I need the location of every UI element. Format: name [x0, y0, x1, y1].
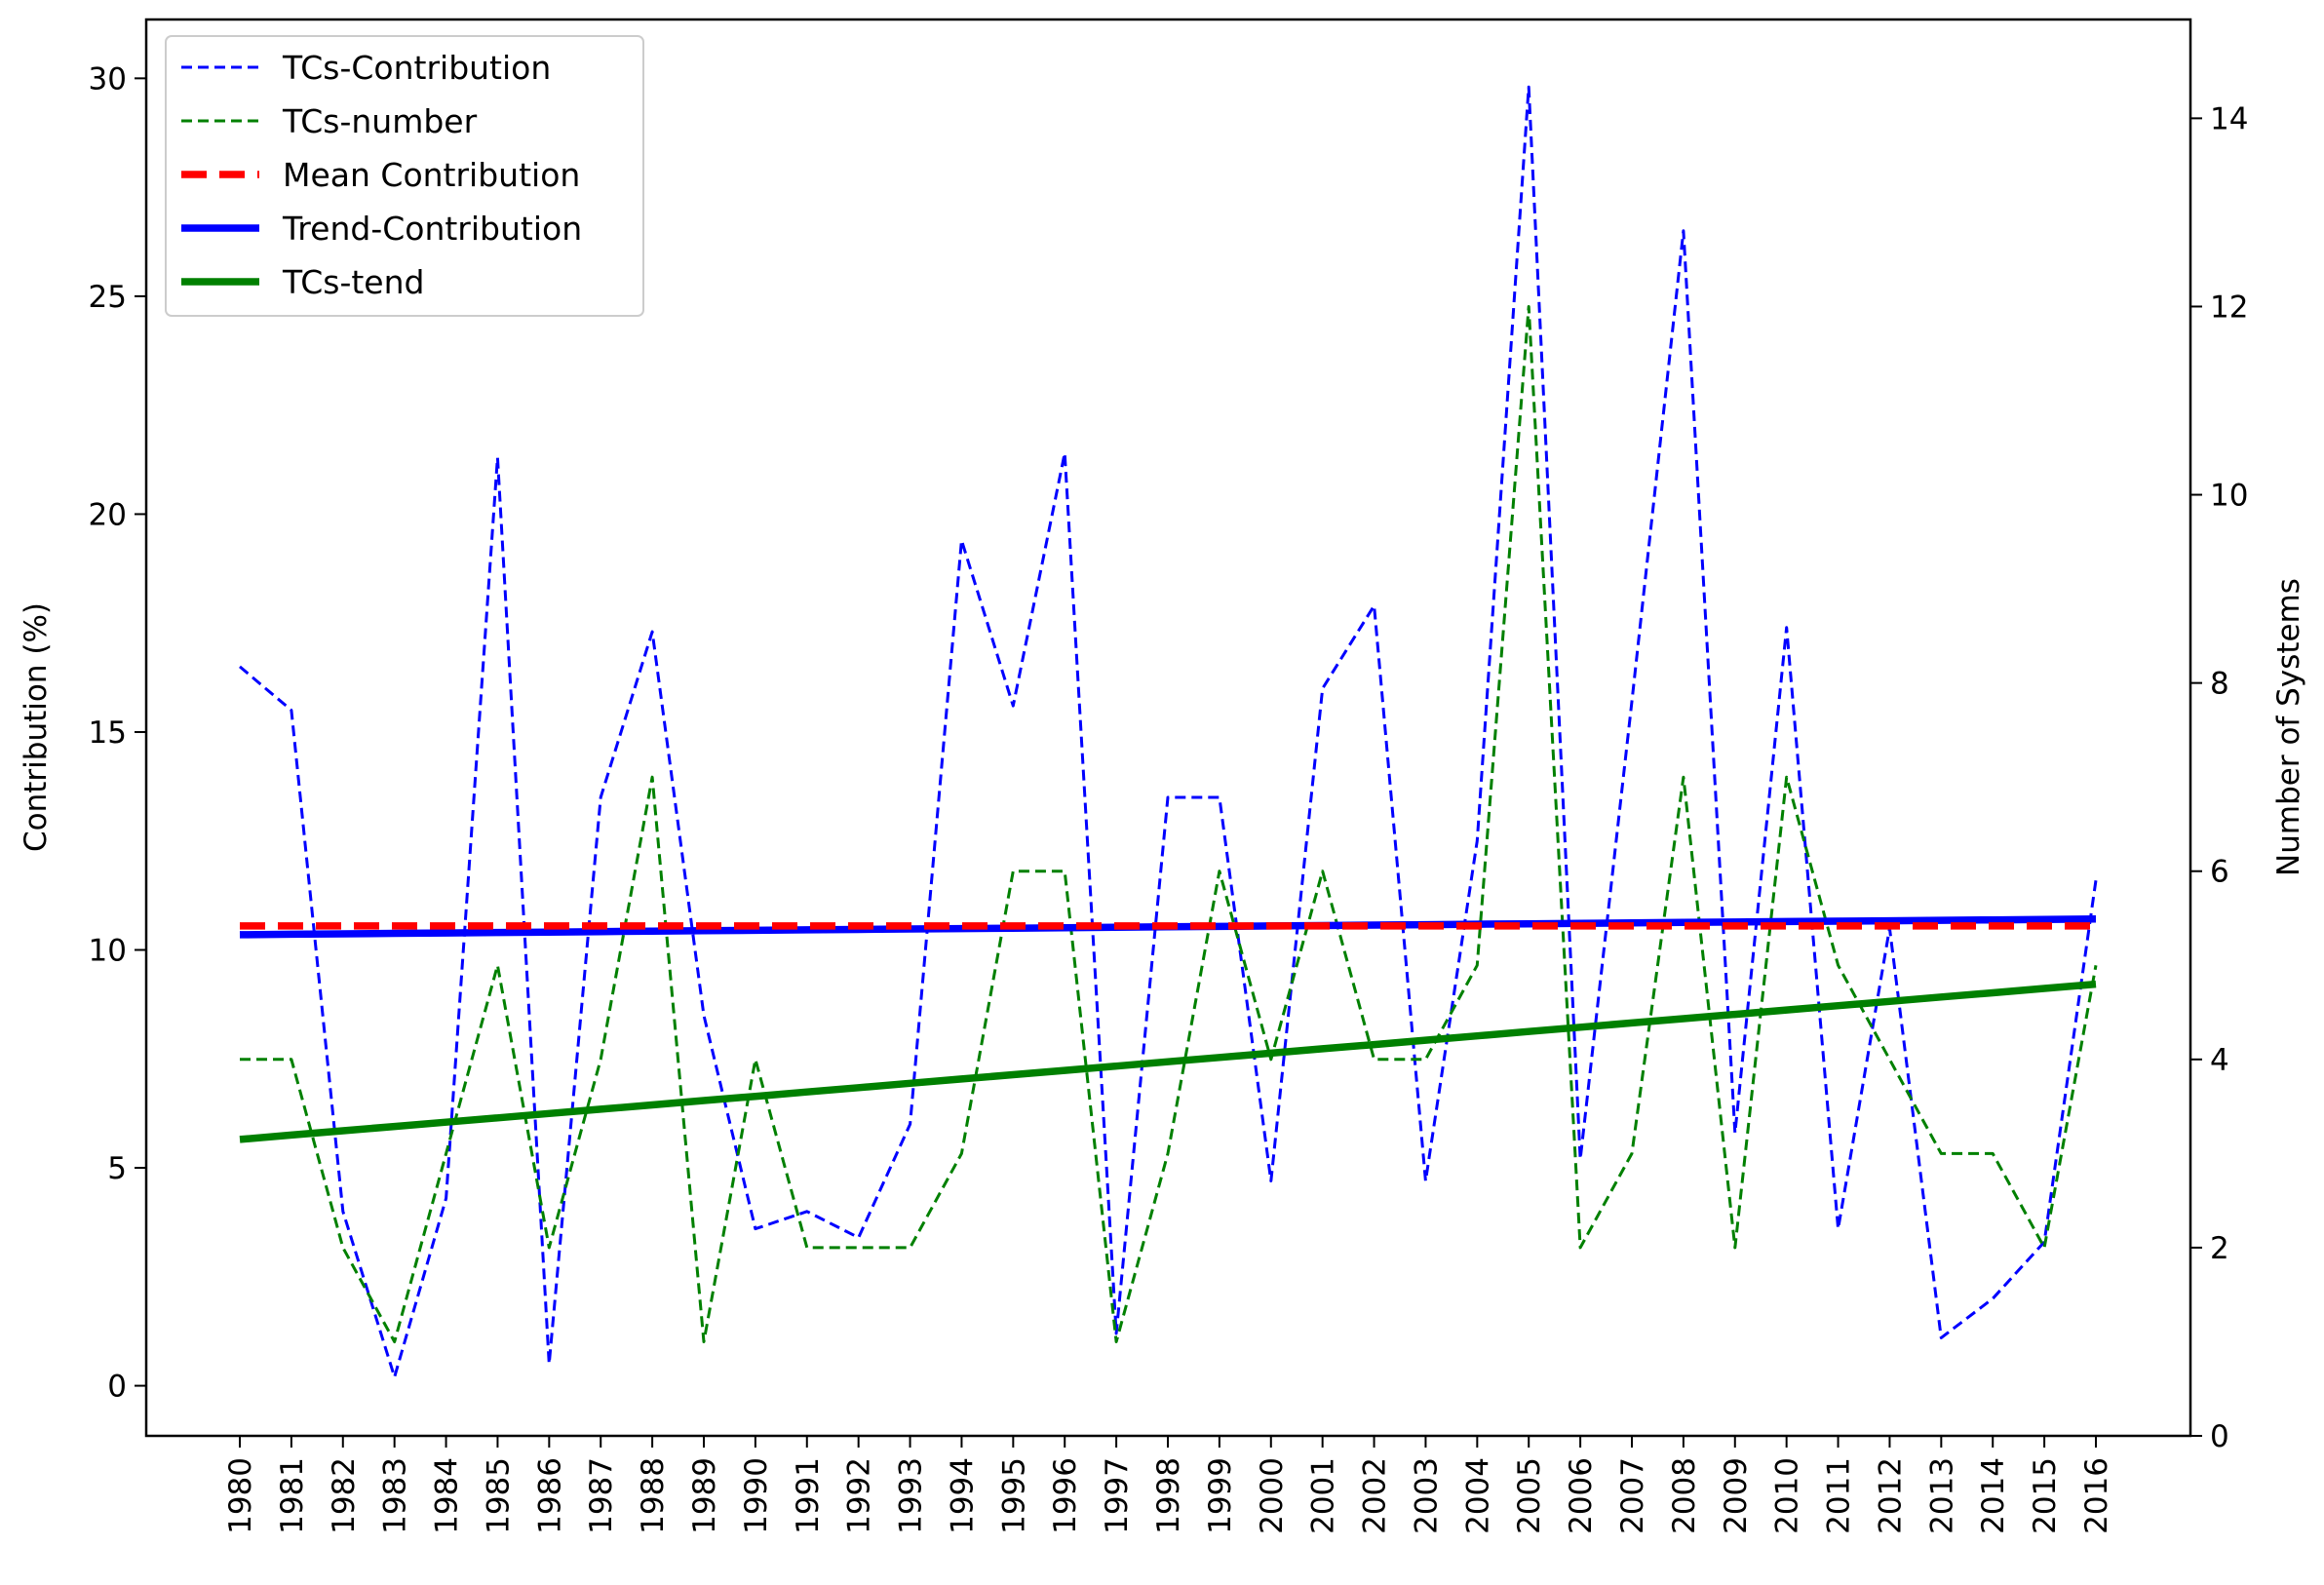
left-tick-label: 0 — [107, 1370, 127, 1405]
x-tick-label: 1989 — [687, 1457, 722, 1534]
legend-label-mean-contribution: Mean Contribution — [283, 156, 580, 194]
right-tick-label: 8 — [2210, 667, 2229, 702]
x-tick-label: 1991 — [791, 1457, 826, 1534]
series-line-tcs-number — [240, 305, 2098, 1343]
plot-lines — [239, 85, 2098, 1379]
right-tick-label: 10 — [2210, 479, 2248, 514]
x-tick-label: 2010 — [1770, 1457, 1805, 1534]
x-tick-label: 2016 — [2079, 1457, 2114, 1534]
left-tick-label: 20 — [89, 497, 127, 532]
x-tick-label: 1996 — [1048, 1457, 1083, 1534]
x-tick-label: 2009 — [1719, 1457, 1754, 1534]
x-tick-label: 2002 — [1358, 1457, 1393, 1534]
x-tick-label: 1985 — [481, 1457, 516, 1534]
legend-label-tcs-tend: TCs-tend — [282, 263, 424, 301]
x-tick-label: 1997 — [1100, 1457, 1135, 1534]
right-tick-label: 14 — [2210, 101, 2248, 136]
legend: TCs-Contribution TCs-number Mean Contribut… — [165, 35, 644, 317]
x-tick-label: 1984 — [430, 1457, 465, 1534]
right-tick-label: 2 — [2210, 1231, 2229, 1266]
x-tick-label: 2006 — [1564, 1457, 1599, 1534]
x-tick-label: 1994 — [945, 1457, 980, 1534]
right-tick-label: 4 — [2210, 1043, 2229, 1078]
x-tick-label: 2011 — [1822, 1457, 1857, 1534]
x-tick-label: 2015 — [2028, 1457, 2063, 1534]
left-tick-label: 10 — [89, 934, 127, 969]
x-tick-label: 1981 — [275, 1457, 310, 1534]
left-tick-label: 15 — [89, 715, 127, 751]
right-tick-label: 6 — [2210, 855, 2229, 890]
x-tick-label: 2001 — [1306, 1457, 1341, 1534]
x-tick-label: 1993 — [894, 1457, 929, 1534]
legend-label-tcs-number: TCs-number — [282, 102, 478, 140]
x-tick-label: 2005 — [1512, 1457, 1547, 1534]
right-tick-label: 12 — [2210, 290, 2248, 325]
x-tick-label: 1988 — [636, 1457, 671, 1534]
x-tick-label: 2013 — [1924, 1457, 1959, 1534]
x-tick-label: 1999 — [1203, 1457, 1238, 1534]
legend-box — [165, 35, 644, 317]
x-tick-label: 1986 — [532, 1457, 567, 1534]
right-tick-label: 0 — [2210, 1419, 2229, 1454]
x-tick-label: 1998 — [1151, 1457, 1186, 1534]
x-tick-label: 1982 — [327, 1457, 362, 1534]
left-axis-label: Contribution (%) — [19, 602, 54, 852]
series-line-tcs-contribution — [239, 85, 2098, 1379]
x-axis: 1980 1981 1982 1983 1984 1985 1986 1987 1988 1989… — [223, 1436, 2114, 1534]
right-axis-label: Number of Systems — [2271, 578, 2306, 876]
x-tick-label: 1983 — [378, 1457, 413, 1534]
x-tick-label: 1990 — [739, 1457, 774, 1534]
x-tick-label: 2003 — [1409, 1457, 1444, 1534]
x-tick-label: 2000 — [1255, 1457, 1290, 1534]
x-tick-label: 2007 — [1615, 1457, 1650, 1534]
x-tick-label: 1992 — [842, 1457, 877, 1534]
x-tick-label: 2008 — [1667, 1457, 1702, 1534]
x-tick-label: 2014 — [1976, 1457, 2011, 1534]
x-tick-label: 2004 — [1460, 1457, 1495, 1534]
right-axis: 0 2 4 6 8 10 12 14 — [2190, 101, 2248, 1454]
left-tick-label: 25 — [89, 280, 127, 315]
series-line-tcs-tend — [239, 980, 2097, 1143]
left-tick-label: 5 — [107, 1151, 127, 1186]
left-tick-label: 30 — [89, 61, 127, 97]
x-tick-label: 2012 — [1873, 1457, 1908, 1534]
legend-label-tcs-contribution: TCs-Contribution — [282, 49, 551, 87]
x-tick-label: 1987 — [584, 1457, 619, 1534]
legend-label-trend-contribution: Trend-Contribution — [282, 210, 582, 248]
x-tick-label: 1995 — [996, 1457, 1031, 1534]
left-axis: 0 5 10 15 20 25 30 — [89, 61, 146, 1405]
x-tick-label: 1980 — [223, 1457, 258, 1534]
